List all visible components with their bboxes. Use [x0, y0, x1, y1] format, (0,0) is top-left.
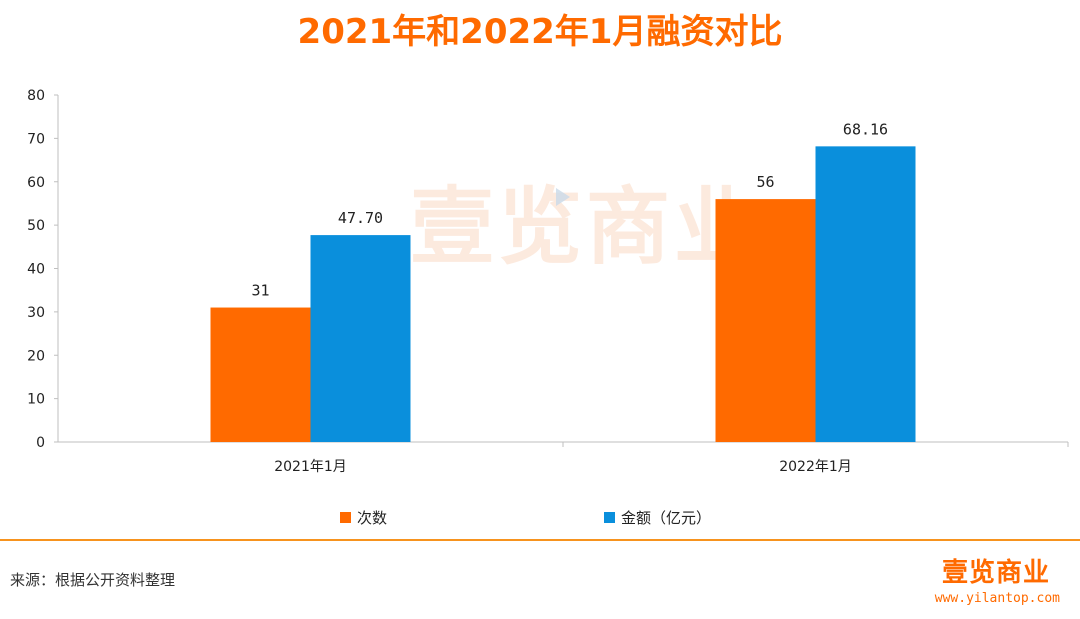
watermark-play-icon: [556, 188, 570, 206]
bar-count: [210, 307, 311, 442]
legend-swatch-count: [340, 512, 351, 523]
y-tick-label: 0: [36, 435, 45, 451]
legend-label-amount: 金额（亿元）: [621, 509, 712, 527]
legend: 次数 金额（亿元）: [0, 507, 1080, 529]
brand-logo: 壹览商业: [941, 558, 1050, 588]
data-label: 68.16: [843, 120, 888, 138]
y-tick-label: 60: [27, 175, 45, 191]
source-note: 来源：根据公开资料整理: [10, 571, 176, 589]
x-tick-label: 2022年1月: [779, 459, 852, 475]
brand-url[interactable]: www.yilantop.com: [934, 591, 1060, 606]
y-tick-label: 70: [27, 131, 45, 147]
legend-label-count: 次数: [357, 509, 388, 527]
bar-amount: [815, 146, 916, 442]
chart-title: 2021年和2022年1月融资对比: [297, 12, 783, 52]
footer-divider: [0, 539, 1080, 541]
data-label: 47.70: [338, 209, 383, 227]
y-tick-label: 80: [27, 88, 45, 104]
y-tick-label: 30: [27, 305, 45, 321]
y-tick-label: 10: [27, 392, 45, 408]
data-label: 31: [251, 282, 269, 300]
legend-item-amount: 金额（亿元）: [604, 507, 711, 528]
y-tick-label: 20: [27, 348, 45, 364]
y-tick-label: 50: [27, 218, 45, 234]
data-label: 56: [756, 173, 774, 191]
watermark-text: 壹览商业: [410, 178, 763, 276]
bar-chart: 0 10 20 30 40 50 60 70 80 31 47.70 2021年1月 56 68.16 20…: [27, 88, 1069, 475]
bar-amount: [310, 235, 411, 442]
legend-swatch-amount: [604, 512, 615, 523]
x-tick-label: 2021年1月: [274, 459, 347, 475]
legend-item-count: 次数: [340, 507, 387, 528]
y-tick-label: 40: [27, 262, 45, 278]
bar-count: [715, 199, 816, 442]
